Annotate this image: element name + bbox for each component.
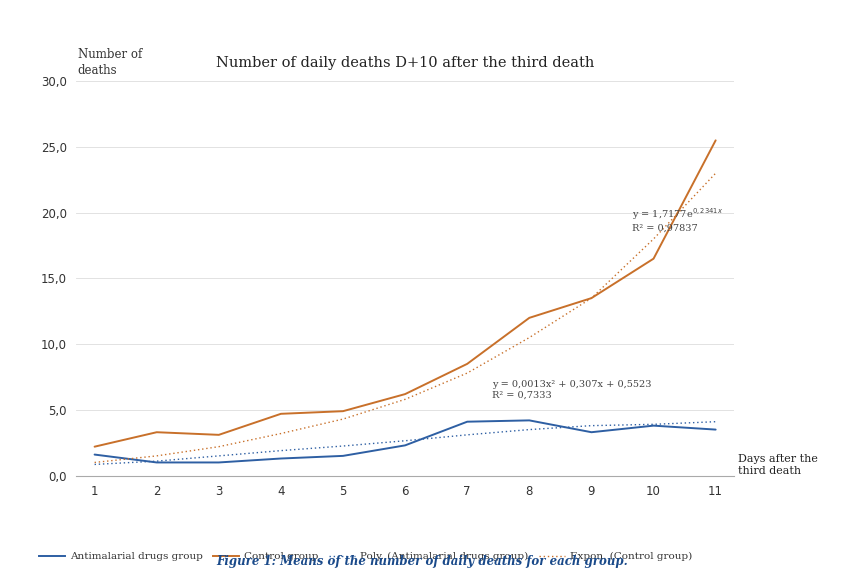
Legend: Antimalarial drugs group, Control group, Poly. (Antimalarial drugs group), Expon: Antimalarial drugs group, Control group,… xyxy=(35,548,697,566)
Text: Figure 1: Means of the number of daily deaths for each group.: Figure 1: Means of the number of daily d… xyxy=(216,556,628,568)
Text: Days after the
third death: Days after the third death xyxy=(738,454,818,476)
Text: y = 0,0013x² + 0,307x + 0,5523
R² = 0,7333: y = 0,0013x² + 0,307x + 0,5523 R² = 0,73… xyxy=(492,380,652,400)
Text: deaths: deaths xyxy=(78,64,117,77)
Text: Number of: Number of xyxy=(78,48,142,61)
Text: y = 1,7177e$^{0,2341x}$
R² = 0,97837: y = 1,7177e$^{0,2341x}$ R² = 0,97837 xyxy=(632,206,723,233)
Title: Number of daily deaths D+10 after the third death: Number of daily deaths D+10 after the th… xyxy=(216,56,594,70)
